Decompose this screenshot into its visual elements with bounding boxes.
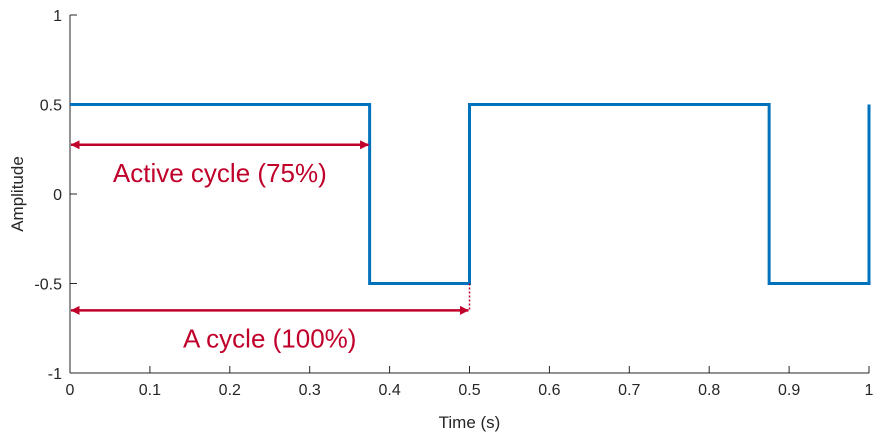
annotations: Active cycle (75%) A cycle (100%) [70, 140, 471, 353]
annotation-label-0: Active cycle (75%) [113, 158, 327, 188]
x-tick-label: 0 [66, 382, 75, 399]
x-tick-label: 0.2 [219, 382, 241, 399]
y-tick-label: -0.5 [34, 277, 62, 294]
x-tick-label: 0.8 [698, 382, 720, 399]
annotation-label-1: A cycle (100%) [183, 323, 356, 353]
x-tick-label: 0.9 [778, 382, 800, 399]
axes: 0 0.1 0.2 0.3 0.4 0.5 0.6 0.7 0.8 0.9 1 -1 -0.5 0 0.5 1 [34, 8, 873, 399]
y-tick-label: 0 [53, 187, 62, 204]
x-tick-label: 0.5 [458, 382, 480, 399]
x-tick-label: 1 [865, 382, 874, 399]
x-tick-label: 0.4 [378, 382, 400, 399]
series-line-0 [70, 103, 871, 285]
y-axis-label: Amplitude [8, 156, 27, 232]
x-axis-label: Time (s) [439, 413, 501, 432]
x-tick-label: 0.7 [618, 382, 640, 399]
x-tick-label: 0.6 [538, 382, 560, 399]
x-tick-label: 0.1 [139, 382, 161, 399]
x-tick-label: 0.3 [299, 382, 321, 399]
y-tick-label: 0.5 [40, 98, 62, 115]
y-tick-label: 1 [53, 8, 62, 25]
plot-series [70, 103, 871, 285]
y-tick-label: -1 [48, 366, 62, 383]
